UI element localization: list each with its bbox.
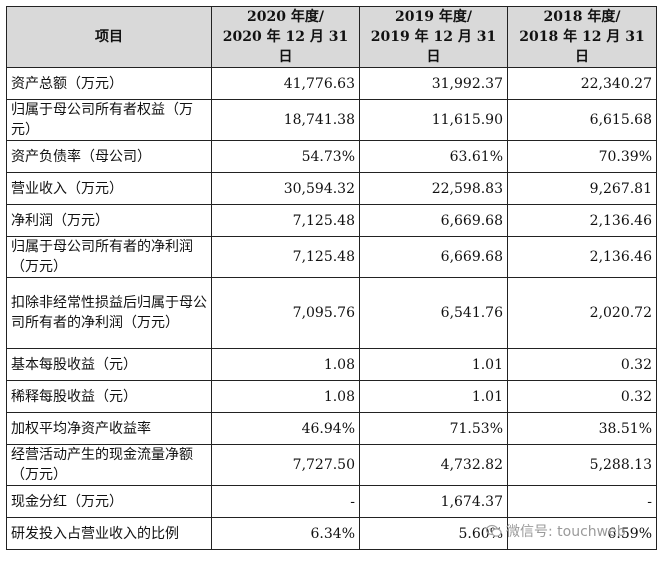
header-2019: 2019 年度/ 2019 年 12 月 31 日	[359, 6, 508, 68]
cell-2020: 41,776.63	[211, 67, 360, 100]
header-2019-line2: 2019 年 12 月 31 日	[370, 29, 497, 65]
row-label: 加权平均净资产收益率	[6, 412, 212, 445]
cell-2020: 1.08	[211, 348, 360, 381]
header-2018-line2: 2018 年 12 月 31 日	[519, 29, 645, 65]
header-2020-line2: 2020 年 12 月 31 日	[222, 29, 349, 65]
cell-2018: 5,288.13	[507, 444, 657, 486]
header-2020: 2020 年度/ 2020 年 12 月 31 日	[211, 6, 360, 68]
row-label: 归属于母公司所有者权益（万元）	[6, 99, 212, 141]
cell-2018: 70.39%	[507, 140, 657, 173]
watermark: 微信号: touchweb	[485, 521, 626, 541]
cell-2020: 54.73%	[211, 140, 360, 173]
row-label: 资产负债率（母公司）	[6, 140, 212, 173]
wechat-icon	[485, 524, 502, 538]
cell-2018: 22,340.27	[507, 67, 657, 100]
cell-2019: 1.01	[359, 348, 508, 381]
cell-2019: 1.01	[359, 380, 508, 413]
cell-2020: 6.34%	[211, 517, 360, 550]
table-row: 资产负债率（母公司） 54.73% 63.61% 70.39%	[6, 140, 657, 173]
table-row: 扣除非经常性损益后归属于母公司所有者的净利润（万元） 7,095.76 6,54…	[6, 277, 657, 349]
watermark-text: 微信号: touchweb	[506, 524, 626, 540]
table-row: 稀释每股收益（元） 1.08 1.01 0.32	[6, 380, 657, 413]
table-row: 研发投入占营业收入的比例 6.34% 5.60% 6.59%	[6, 517, 657, 550]
table-row: 基本每股收益（元） 1.08 1.01 0.32	[6, 348, 657, 381]
cell-2018: 38.51%	[507, 412, 657, 445]
cell-2018: 2,136.46	[507, 236, 657, 278]
cell-2019: 6,669.68	[359, 236, 508, 278]
cell-2019: 6,541.76	[359, 277, 508, 349]
table-row: 营业收入（万元） 30,594.32 22,598.83 9,267.81	[6, 172, 657, 205]
row-label: 经营活动产生的现金流量净额（万元）	[6, 444, 212, 486]
cell-2019: 4,732.82	[359, 444, 508, 486]
table-row: 经营活动产生的现金流量净额（万元） 7,727.50 4,732.82 5,28…	[6, 444, 657, 486]
table-row: 归属于母公司所有者权益（万元） 18,741.38 11,615.90 6,61…	[6, 99, 657, 141]
cell-2020: 7,727.50	[211, 444, 360, 486]
cell-2018: 6.59%	[507, 517, 657, 550]
cell-2020: 7,125.48	[211, 204, 360, 237]
cell-2018: 2,136.46	[507, 204, 657, 237]
row-label: 扣除非经常性损益后归属于母公司所有者的净利润（万元）	[6, 277, 212, 349]
cell-2018: 0.32	[507, 348, 657, 381]
cell-2019: 71.53%	[359, 412, 508, 445]
cell-2018: 6,615.68	[507, 99, 657, 141]
cell-2018: 0.32	[507, 380, 657, 413]
header-2019-line1: 2019 年度/	[395, 9, 472, 25]
cell-2019: 6,669.68	[359, 204, 508, 237]
financial-table: 项目 2020 年度/ 2020 年 12 月 31 日 2019 年度/ 20…	[6, 6, 657, 550]
row-label: 营业收入（万元）	[6, 172, 212, 205]
header-2018-line1: 2018 年度/	[543, 9, 621, 25]
cell-2020: 46.94%	[211, 412, 360, 445]
header-2018: 2018 年度/ 2018 年 12 月 31 日	[507, 6, 657, 68]
cell-2020: 7,095.76	[211, 277, 360, 349]
table-header-row: 项目 2020 年度/ 2020 年 12 月 31 日 2019 年度/ 20…	[6, 6, 657, 68]
cell-2020: 18,741.38	[211, 99, 360, 141]
table-row: 净利润（万元） 7,125.48 6,669.68 2,136.46	[6, 204, 657, 237]
row-label: 研发投入占营业收入的比例	[6, 517, 212, 550]
row-label: 资产总额（万元）	[6, 67, 212, 100]
header-item: 项目	[6, 6, 212, 68]
row-label: 基本每股收益（元）	[6, 348, 212, 381]
cell-2020: 1.08	[211, 380, 360, 413]
row-label: 归属于母公司所有者的净利润（万元）	[6, 236, 212, 278]
cell-2019: 1,674.37	[359, 485, 508, 518]
cell-2019: 11,615.90	[359, 99, 508, 141]
cell-2020: 30,594.32	[211, 172, 360, 205]
table-row: 加权平均净资产收益率 46.94% 71.53% 38.51%	[6, 412, 657, 445]
cell-2019: 63.61%	[359, 140, 508, 173]
cell-2018: 2,020.72	[507, 277, 657, 349]
header-2020-line1: 2020 年度/	[247, 9, 324, 25]
cell-2020: 7,125.48	[211, 236, 360, 278]
table-row: 现金分红（万元） - 1,674.37 -	[6, 485, 657, 518]
table-row: 资产总额（万元） 41,776.63 31,992.37 22,340.27	[6, 67, 657, 100]
row-label: 净利润（万元）	[6, 204, 212, 237]
cell-2019: 31,992.37	[359, 67, 508, 100]
cell-2020: -	[211, 485, 360, 518]
row-label: 稀释每股收益（元）	[6, 380, 212, 413]
cell-2018: -	[507, 485, 657, 518]
cell-2019: 22,598.83	[359, 172, 508, 205]
cell-2018: 9,267.81	[507, 172, 657, 205]
table-row: 归属于母公司所有者的净利润（万元） 7,125.48 6,669.68 2,13…	[6, 236, 657, 278]
row-label: 现金分红（万元）	[6, 485, 212, 518]
